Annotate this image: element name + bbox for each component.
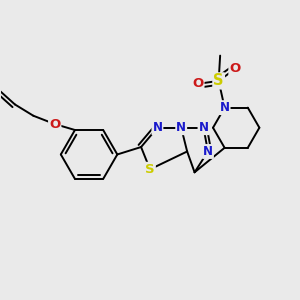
Text: N: N — [203, 145, 213, 158]
Text: N: N — [152, 121, 162, 134]
Text: S: S — [213, 74, 224, 88]
Text: O: O — [49, 118, 60, 130]
Text: O: O — [230, 62, 241, 76]
Text: S: S — [145, 163, 155, 176]
Text: O: O — [192, 77, 203, 90]
Text: N: N — [176, 121, 186, 134]
Text: N: N — [199, 121, 208, 134]
Text: N: N — [220, 101, 230, 114]
